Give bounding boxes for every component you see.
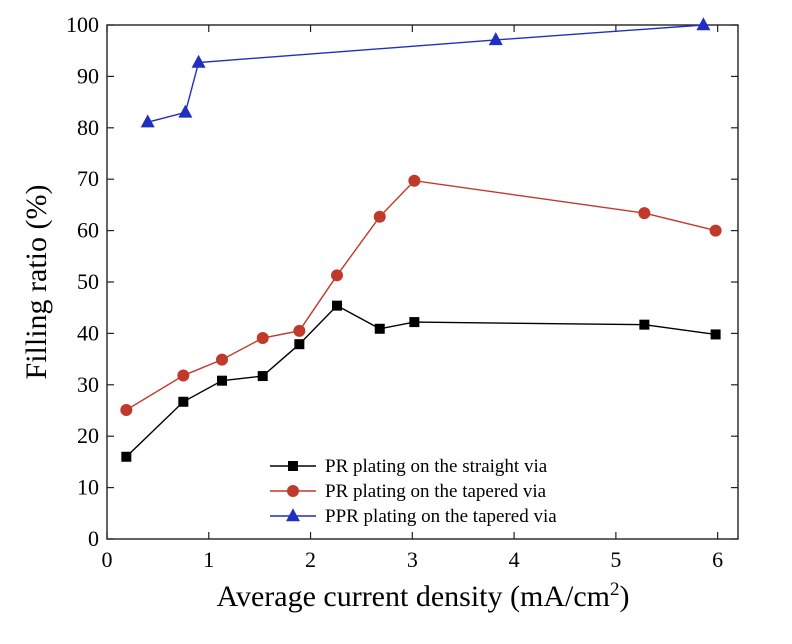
data-point-triangle	[140, 114, 155, 128]
legend-label: PR plating on the tapered via	[325, 481, 547, 502]
x-axis-title-superscript: 2	[610, 579, 620, 600]
data-point-circle	[256, 332, 269, 345]
data-point-circle	[287, 485, 299, 497]
x-tick-label: 5	[610, 547, 621, 572]
legend-label: PR plating on the straight via	[325, 456, 548, 477]
x-tick-label: 0	[102, 547, 113, 572]
data-point-square	[288, 461, 298, 471]
data-point-triangle	[286, 508, 300, 522]
y-tick-label: 40	[77, 320, 99, 345]
data-series	[120, 17, 722, 462]
data-point-square	[409, 317, 420, 328]
x-axis-ticks: 0 1 2 3 4 5 6	[102, 25, 723, 572]
legend: PR plating on the straight via PR plating…	[270, 456, 557, 527]
y-axis-ticks: 0 10 20 30 40 50 60 70 80 90 100	[66, 12, 738, 551]
data-point-circle	[216, 353, 229, 366]
series-line	[147, 24, 704, 123]
data-point-circle	[177, 369, 190, 382]
data-point-circle	[293, 324, 306, 337]
data-point-square	[710, 329, 721, 340]
x-tick-label: 1	[203, 547, 214, 572]
data-point-square	[294, 339, 305, 350]
data-point-square	[178, 396, 189, 407]
data-point-triangle	[178, 104, 193, 118]
legend-item: PPR plating on the tapered via	[270, 506, 557, 527]
legend-label: PPR plating on the tapered via	[325, 506, 557, 527]
data-point-square	[257, 371, 268, 382]
y-tick-label: 0	[88, 526, 99, 551]
data-point-square	[121, 451, 132, 462]
series-3	[140, 17, 711, 128]
data-point-triangle	[696, 17, 711, 31]
data-point-circle	[331, 269, 344, 282]
y-tick-label: 10	[77, 475, 99, 500]
series-2	[120, 174, 722, 416]
x-tick-label: 2	[305, 547, 316, 572]
series-line	[125, 179, 716, 411]
series-1	[121, 300, 721, 462]
legend-item: PR plating on the straight via	[270, 456, 548, 477]
x-axis-title: Average current density (mA/cm2)	[217, 579, 630, 613]
data-point-square	[374, 323, 385, 334]
x-axis-title-close: )	[619, 580, 629, 613]
y-tick-label: 80	[77, 115, 99, 140]
x-tick-label: 4	[509, 547, 520, 572]
data-point-square	[332, 300, 343, 311]
data-point-circle	[408, 174, 421, 187]
y-tick-label: 70	[77, 166, 99, 191]
legend-item: PR plating on the tapered via	[270, 481, 547, 502]
data-point-circle	[120, 403, 133, 416]
y-tick-label: 50	[77, 269, 99, 294]
y-tick-label: 100	[66, 12, 99, 37]
data-point-circle	[709, 224, 722, 237]
y-tick-label: 30	[77, 372, 99, 397]
x-axis-title-main: Average current density (mA/cm	[217, 580, 610, 613]
data-point-triangle	[191, 54, 206, 68]
data-point-square	[639, 319, 650, 330]
data-point-circle	[373, 210, 386, 223]
y-axis-title: Filling ratio (%)	[20, 185, 53, 380]
data-point-triangle	[488, 32, 503, 46]
y-tick-label: 90	[77, 63, 99, 88]
y-tick-label: 60	[77, 218, 99, 243]
data-point-circle	[638, 207, 651, 220]
y-tick-label: 20	[77, 423, 99, 448]
x-tick-label: 3	[407, 547, 418, 572]
data-point-square	[217, 375, 228, 386]
x-tick-label: 6	[712, 547, 723, 572]
series-line	[125, 304, 716, 458]
